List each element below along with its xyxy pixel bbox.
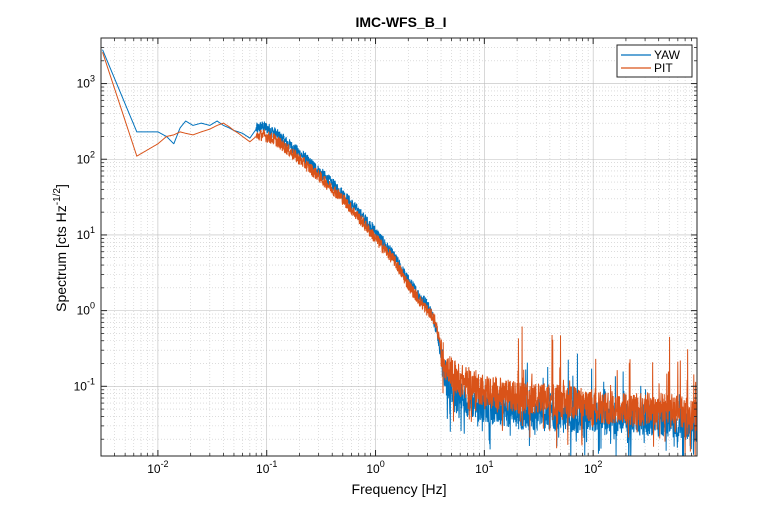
x-tick-exponent: -2 [161, 459, 169, 469]
y-tick-label: 100 [77, 301, 95, 318]
x-tick-label: 101 [475, 459, 493, 476]
chart-title: IMC-WFS_B_I [356, 14, 447, 30]
legend-label-pit: PIT [654, 61, 673, 75]
x-tick-exponent: 0 [380, 459, 385, 469]
legend-box [616, 44, 693, 78]
y-tick-exponent: 2 [90, 149, 95, 159]
y-tick-base: 10 [74, 379, 88, 393]
x-tick-base: 10 [475, 462, 489, 476]
series-layer [102, 49, 697, 456]
y-tick-base: 10 [77, 228, 91, 242]
y-tick-label: 103 [77, 74, 95, 91]
y-tick-exponent: -1 [87, 376, 95, 386]
y-tick-label: 101 [77, 225, 95, 242]
y-tick-label: 10-1 [74, 376, 95, 393]
y-tick-base: 10 [77, 152, 91, 166]
x-tick-label: 102 [584, 459, 602, 476]
y-tick-base: 10 [77, 77, 91, 91]
x-tick-exponent: 1 [489, 459, 494, 469]
legend: YAW PIT [616, 44, 693, 78]
y-axis-label: Spectrum [cts Hz-1/2] [52, 184, 69, 312]
y-tick-label: 102 [77, 149, 95, 166]
y-axis-label-close: ] [53, 184, 69, 188]
x-tick-exponent: 2 [597, 459, 602, 469]
x-tick-exponent: -1 [269, 459, 277, 469]
x-tick-label: 10-2 [147, 459, 168, 476]
y-tick-exponent: 1 [90, 225, 95, 235]
y-tick-base: 10 [77, 304, 91, 318]
y-tick-exponent: 3 [90, 74, 95, 84]
major-grid [101, 38, 697, 456]
x-tick-base: 10 [147, 462, 161, 476]
x-tick-label: 100 [366, 459, 384, 476]
series-line-pit [102, 52, 697, 456]
y-axis-label-main: Spectrum [cts Hz [53, 205, 69, 312]
x-tick-base: 10 [584, 462, 598, 476]
legend-label-yaw: YAW [654, 48, 681, 62]
x-tick-base: 10 [256, 462, 270, 476]
y-axis-label-exponent: -1/2 [52, 188, 63, 206]
x-tick-label: 10-1 [256, 459, 277, 476]
x-tick-labels: 10-2 10-1 100 101 102 [147, 459, 602, 476]
tick-marks [100, 37, 698, 456]
x-tick-base: 10 [366, 462, 380, 476]
x-axis-label: Frequency [Hz] [352, 481, 447, 497]
y-tick-exponent: 0 [90, 301, 95, 311]
